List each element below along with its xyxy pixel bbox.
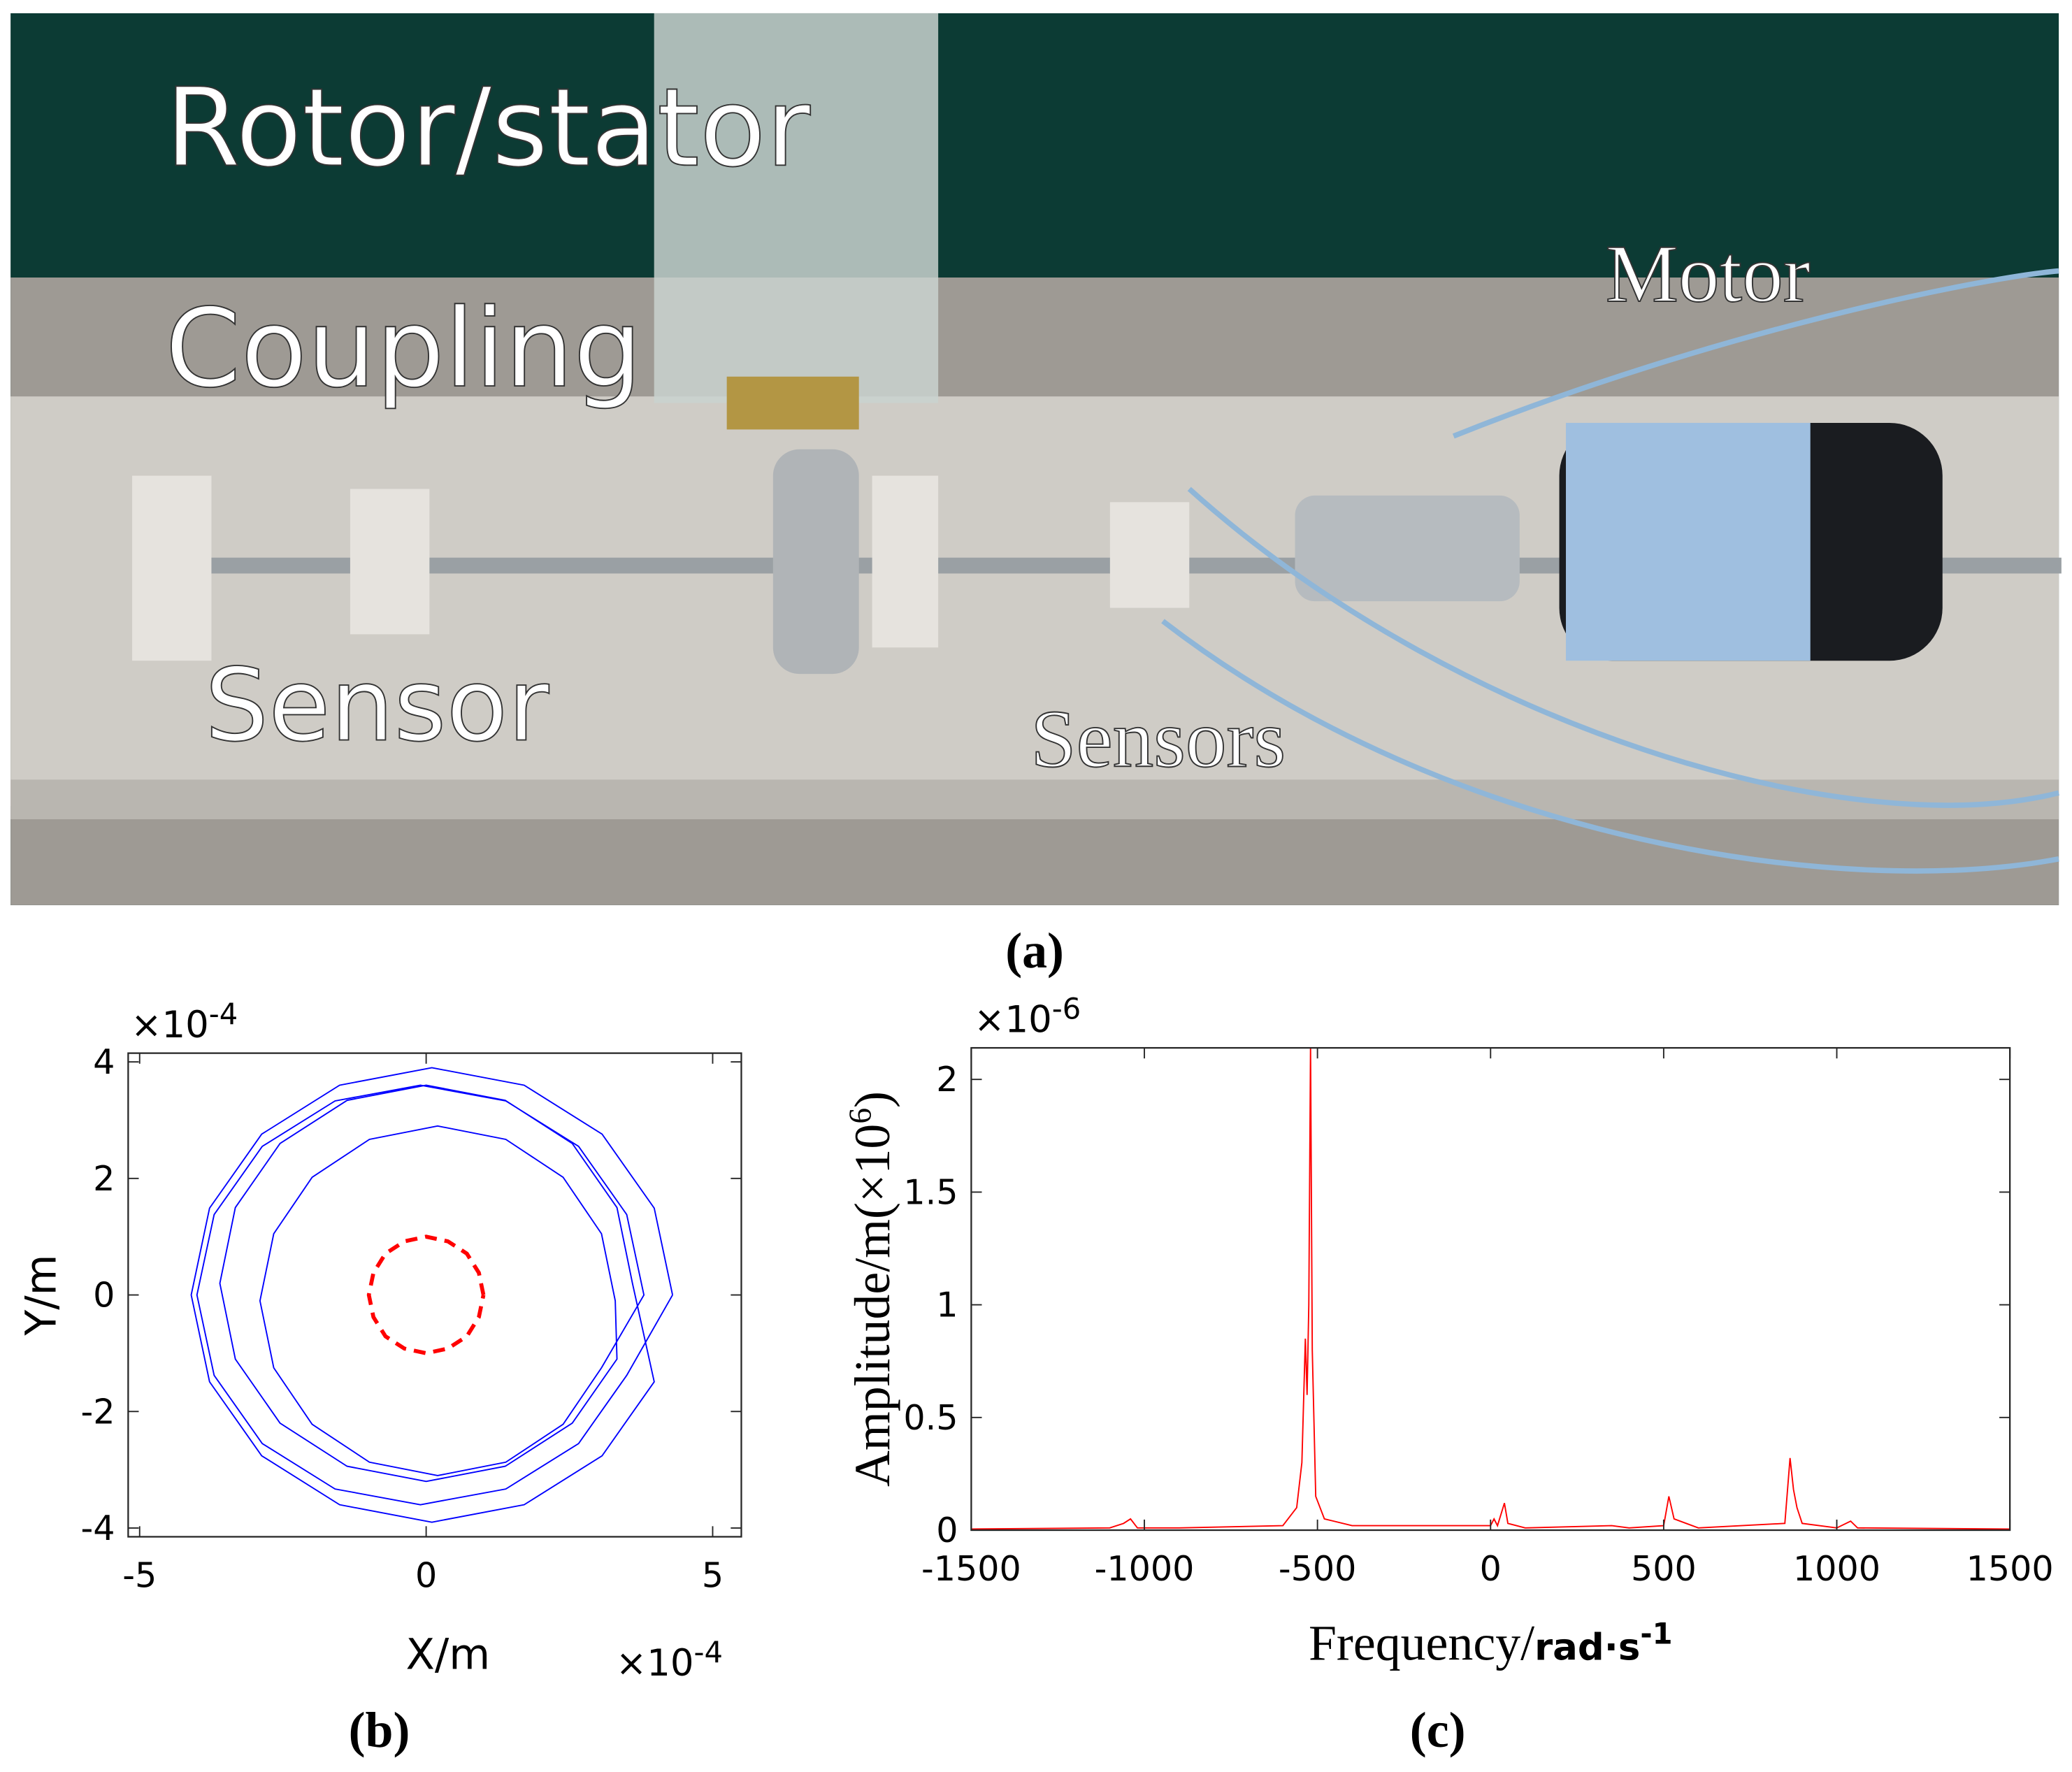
data-line — [366, 1234, 486, 1355]
y-tick-label: 1 — [936, 1285, 958, 1325]
bearing — [872, 475, 939, 648]
label-part: Frequency/ — [1309, 1615, 1534, 1671]
coupling-block — [726, 376, 859, 430]
coupling — [1295, 495, 1520, 602]
caption: (a) — [1005, 923, 1064, 979]
y-tick-label: -4 — [80, 1508, 115, 1548]
x-axis-label: X/m — [405, 1631, 490, 1680]
motor-label — [1566, 422, 1811, 661]
label-part: ×10 — [616, 1642, 694, 1685]
y-axis-label: Amplitude/m(×106) — [843, 1091, 900, 1487]
plot-area — [190, 1067, 674, 1523]
y-tick-label: 2 — [936, 1059, 958, 1100]
photo-label: Motor — [1606, 229, 1811, 319]
data-line — [190, 1067, 674, 1523]
axes-box — [970, 1046, 2011, 1532]
y-axis-label: Y/m — [17, 1254, 66, 1336]
plot-area — [971, 1048, 2010, 1530]
photo-label: Sensor — [205, 647, 549, 764]
label-part: -4 — [694, 1635, 723, 1669]
caption: (c) — [1410, 1702, 1466, 1758]
y-tick-label: 4 — [93, 1042, 115, 1082]
photo-label: Sensors — [1030, 694, 1286, 784]
y-tick-label: -2 — [80, 1391, 115, 1432]
cable — [1161, 268, 2060, 874]
rotor-disk — [772, 449, 859, 675]
label-part: rad·s — [1534, 1626, 1640, 1669]
x-tick-label: -1500 — [921, 1548, 1021, 1589]
x-tick-label: 0 — [415, 1555, 437, 1595]
bearing — [132, 475, 212, 661]
y-tick-label: 0.5 — [903, 1397, 958, 1438]
y-tick-label: 0 — [936, 1510, 958, 1550]
label-part: ) — [844, 1091, 900, 1108]
x-tick-label: 1000 — [1793, 1548, 1880, 1589]
x-tick-label: 0 — [1480, 1548, 1502, 1589]
label-part: ×10 — [974, 998, 1052, 1041]
photo-label: Coupling — [165, 285, 642, 412]
rail-edge — [10, 779, 2059, 820]
y-tick-label: 1.5 — [903, 1172, 958, 1212]
data-line — [971, 1048, 2010, 1530]
rotor-cover — [654, 13, 939, 403]
y-tick-label: 2 — [93, 1158, 115, 1199]
caption: (b) — [349, 1702, 410, 1758]
x-tick-label: 1500 — [1966, 1548, 2054, 1589]
y-exponent: ×10-4 — [131, 997, 238, 1046]
x-tick-label: 5 — [702, 1555, 724, 1595]
label-part: -6 — [1052, 991, 1081, 1025]
label-part: -4 — [209, 997, 238, 1031]
axes-box — [127, 1052, 742, 1538]
sensor-holder — [1109, 502, 1190, 608]
label-part: -1 — [1640, 1617, 1672, 1651]
label-part: ×10 — [131, 1004, 209, 1046]
x-axis-label: Frequency/rad·s-1 — [1309, 1615, 1673, 1671]
y-tick-label: 0 — [93, 1275, 115, 1316]
x-tick-label: -1000 — [1095, 1548, 1195, 1589]
x-tick-label: -5 — [122, 1555, 157, 1595]
label-part: 6 — [843, 1108, 878, 1124]
label-part: Amplitude/m(×10 — [844, 1124, 900, 1487]
photo: Rotor/stator Coupling Motor Sensor Senso… — [10, 13, 2062, 905]
x-tick-label: -500 — [1279, 1548, 1357, 1589]
x-tick-label: 500 — [1631, 1548, 1697, 1589]
sensor-holder — [350, 489, 430, 635]
photo-label: Rotor/stator — [165, 64, 810, 191]
y-exponent: ×10-6 — [974, 991, 1081, 1041]
x-exponent: ×10-4 — [616, 1635, 723, 1685]
